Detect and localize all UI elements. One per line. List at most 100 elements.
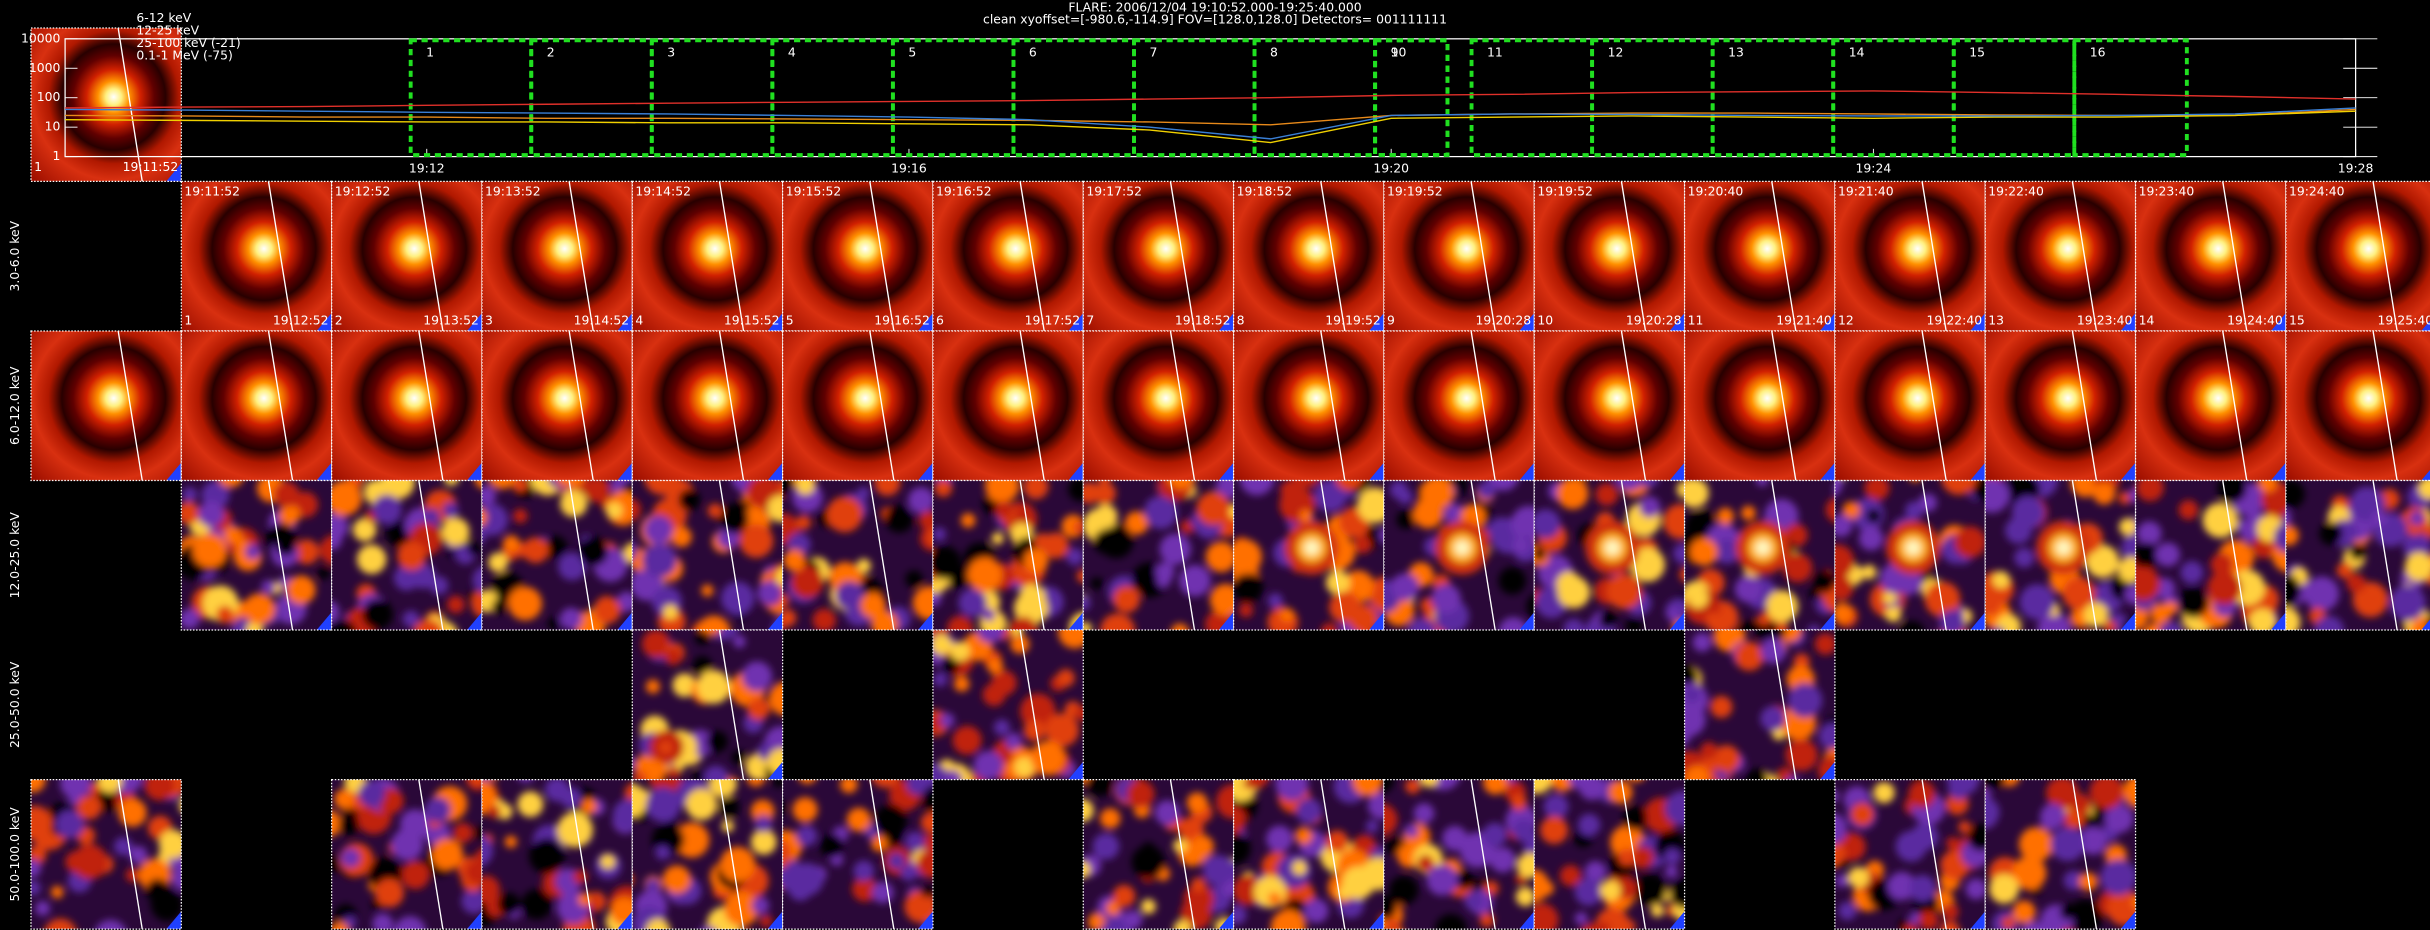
image-tile — [632, 779, 783, 930]
image-tile — [481, 480, 633, 631]
tile-end-time: 19:23:40 — [2077, 312, 2133, 327]
y-tick-label: 1 — [53, 148, 61, 163]
image-tile — [1383, 330, 1535, 481]
tile-start-time: 19:11:52 — [184, 184, 240, 199]
tile-end-time: 19:20:28 — [1476, 312, 1532, 327]
tile-end-time: 19:18:52 — [1175, 312, 1231, 327]
tile-border — [1383, 479, 1535, 631]
tile-start-time: 19:17:52 — [1086, 184, 1142, 199]
image-tile — [1534, 480, 1685, 631]
image-tile — [1233, 181, 1384, 331]
image-tile — [2285, 181, 2430, 331]
summary-tile — [30, 779, 182, 930]
image-tile — [632, 480, 783, 631]
tile-border — [782, 479, 934, 631]
image-tile — [331, 330, 482, 481]
tile-border — [331, 479, 483, 631]
series-line — [65, 90, 2356, 109]
tile-number: 10 — [1537, 312, 1553, 327]
tile-start-time: 19:14:52 — [635, 184, 691, 199]
tile-number: 14 — [2139, 312, 2155, 327]
tile-border — [631, 778, 784, 930]
tile-end-time: 19:20:28 — [1626, 312, 1682, 327]
interval-number: 2 — [547, 44, 555, 59]
legend-entry: 0.1-1 MeV (-75) — [136, 47, 233, 62]
tile-start-time: 19:19:52 — [1387, 184, 1443, 199]
y-tick-label: 10 — [45, 119, 61, 134]
series-line — [65, 108, 2356, 126]
tile-start-time: 19:19:52 — [1537, 184, 1593, 199]
image-tile — [782, 480, 933, 631]
image-tile — [181, 330, 332, 481]
row-label: 6.0-12.0 keV — [7, 366, 22, 445]
tile-border — [180, 479, 333, 631]
image-tile — [1834, 480, 1986, 631]
tile-end-time: 19:14:52 — [574, 312, 630, 327]
interval-number: 3 — [667, 44, 675, 59]
image-tile — [632, 630, 783, 780]
row-label: 12.0-25.0 keV — [7, 512, 22, 599]
tile-border — [1533, 778, 1686, 930]
x-tick-label: 19:16 — [891, 160, 927, 175]
tile-border — [1984, 778, 2137, 930]
image-tile — [1083, 480, 1234, 631]
image-tile — [1985, 480, 2136, 631]
image-tile — [1684, 480, 1835, 631]
tile-start-time: 19:21:40 — [1838, 184, 1894, 199]
tile-end-time: 19:17:52 — [1025, 312, 1081, 327]
tile-border — [481, 778, 633, 930]
image-tile — [1684, 330, 1835, 481]
tile-border — [1383, 778, 1535, 930]
tile-number: 11 — [1688, 312, 1704, 327]
row-label: 25.0-50.0 keV — [7, 661, 22, 748]
image-tile — [181, 181, 332, 331]
tile-end-time: 19:15:52 — [724, 312, 780, 327]
image-tile — [1083, 330, 1234, 481]
x-tick-label: 19:12 — [409, 160, 445, 175]
tile-border — [1834, 778, 1986, 930]
tile-start-time: 19:20:40 — [1688, 184, 1744, 199]
x-tick-label: 19:28 — [2338, 160, 2374, 175]
header-line2: clean xyoffset=[-980.6,-114.9] FOV=[128.… — [983, 12, 1447, 27]
image-tile — [2285, 330, 2430, 481]
tile-number: 8 — [1237, 312, 1245, 327]
image-tile — [1083, 779, 1234, 930]
interval-number: 9 — [1391, 44, 1399, 59]
image-tile — [782, 330, 933, 481]
tile-start-time: 19:23:40 — [2139, 184, 2195, 199]
row-label: 3.0-6.0 keV — [7, 220, 22, 291]
thumbnail-time: 19:11:52 — [123, 159, 179, 174]
image-tile — [481, 330, 633, 481]
thumbnail — [30, 27, 182, 182]
image-tile — [1985, 330, 2136, 481]
tile-number: 3 — [485, 312, 493, 327]
image-tile — [1684, 181, 1835, 331]
header-line1: FLARE: 2006/12/04 19:10:52.000-19:25:40.… — [1068, 0, 1361, 14]
tile-border — [1683, 629, 1836, 781]
interval-box — [1373, 38, 1450, 157]
image-tile — [331, 779, 482, 930]
image-tile — [1985, 779, 2136, 930]
interval-box — [1373, 38, 1450, 157]
tile-border — [2134, 479, 2287, 631]
tile-number: 5 — [786, 312, 794, 327]
image-tile — [481, 181, 633, 331]
image-tile — [1083, 181, 1234, 331]
tile-border — [1533, 479, 1686, 631]
tile-border — [30, 778, 182, 930]
image-tile — [1233, 779, 1384, 930]
legend-entry: 12-25 keV — [136, 23, 199, 38]
series-line — [65, 107, 2356, 140]
interval-number: 11 — [1487, 44, 1503, 59]
image-tile — [2285, 480, 2430, 631]
tile-end-time: 19:21:40 — [1776, 312, 1832, 327]
image-tile — [2135, 480, 2286, 631]
legend-entry: 25-100 keV (-21) — [136, 35, 240, 50]
interval-number: 6 — [1029, 44, 1037, 59]
image-tile — [1233, 330, 1384, 481]
tile-number: 1 — [184, 312, 192, 327]
tile-start-time: 19:12:52 — [335, 184, 391, 199]
interval-number: 12 — [1608, 44, 1624, 59]
tile-end-time: 19:25:40 — [2378, 312, 2430, 327]
